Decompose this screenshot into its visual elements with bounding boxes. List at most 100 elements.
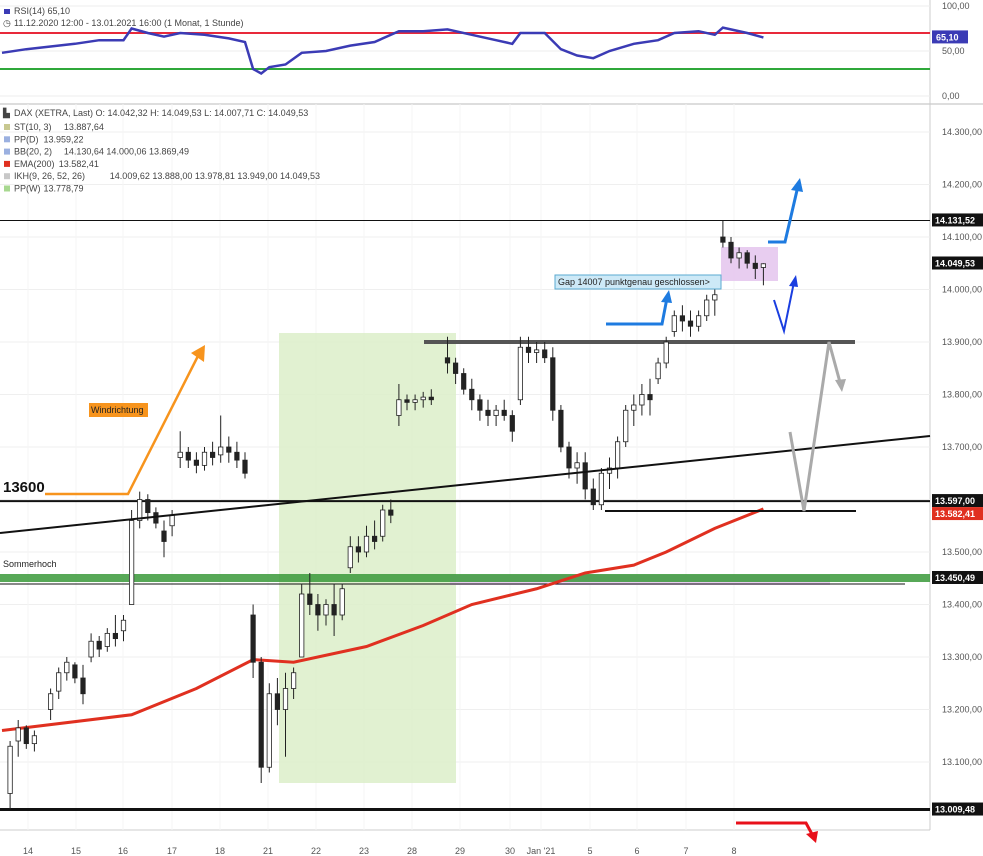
indicator-legend-name: EMA(200) <box>14 159 55 169</box>
price-tick-label: 13.200,00 <box>942 705 982 715</box>
price-tick-label: 13.900,00 <box>942 337 982 347</box>
candle <box>517 336 524 405</box>
candle <box>509 410 515 442</box>
candle <box>355 536 362 563</box>
blue-arrow-up-2 <box>768 185 800 244</box>
indicator-legend-name: ST(10, 3) <box>14 122 52 132</box>
candle <box>7 741 13 810</box>
candle <box>744 250 750 269</box>
indicator-swatch <box>4 124 10 130</box>
rsi-tick-label: 100,00 <box>942 1 970 11</box>
candle <box>258 657 264 783</box>
candle <box>461 368 467 395</box>
price-badge: 13.450,49 <box>932 570 983 584</box>
date-tick-label: 30 <box>505 846 515 856</box>
candle <box>299 583 305 658</box>
candle <box>56 667 62 699</box>
price-tick-label: 13.400,00 <box>942 600 982 610</box>
date-tick-label: 8 <box>731 846 736 856</box>
date-tick-label: 7 <box>683 846 688 856</box>
indicator-legend-name: PP(D) <box>14 134 39 144</box>
candle <box>582 452 588 500</box>
date-tick-label: 14 <box>23 846 33 856</box>
candle <box>290 667 297 699</box>
candle <box>704 294 710 321</box>
candle <box>363 525 370 558</box>
candle <box>444 336 451 374</box>
indicator-swatch <box>4 148 10 155</box>
candle <box>493 405 499 426</box>
candle <box>655 357 661 384</box>
candle <box>525 336 532 363</box>
date-tick-label: 16 <box>118 846 128 856</box>
candle <box>23 725 29 749</box>
red-arrow-down <box>736 821 815 837</box>
date-tick-label: 15 <box>71 846 81 856</box>
candle <box>250 604 256 678</box>
candle <box>161 520 167 558</box>
price-tick-label: 14.300,00 <box>942 127 982 137</box>
svg-text:13.582,41: 13.582,41 <box>935 509 975 519</box>
candle <box>598 468 605 510</box>
candle <box>234 441 240 468</box>
indicator-legend-name: BB(20, 2) <box>14 147 52 157</box>
price-tick-label: 14.000,00 <box>942 285 982 295</box>
candle <box>339 583 345 621</box>
price-tick-label: 14.200,00 <box>942 180 982 190</box>
windrichtung-arrow <box>45 351 202 496</box>
candle <box>201 447 208 471</box>
sommerhoch-label: Sommerhoch <box>3 559 57 569</box>
gap-box <box>554 274 722 290</box>
candle <box>420 391 426 408</box>
candle <box>412 394 418 411</box>
price-badge: 14.049,53 <box>932 256 983 270</box>
indicator-legend-values: 13.582,41 <box>59 159 99 169</box>
rsi-line <box>1 26 764 75</box>
candle <box>226 436 232 463</box>
instrument-icon: ▙ <box>2 107 11 119</box>
candle <box>128 510 135 605</box>
date-tick-label: Jan '21 <box>527 846 556 856</box>
candle <box>396 384 402 426</box>
candle <box>452 357 459 384</box>
indicator-legend-name: PP(W) <box>14 184 41 194</box>
trendline-ascending <box>0 435 931 534</box>
candle <box>590 478 596 510</box>
candle <box>331 583 337 636</box>
blue-v-arrow-head <box>789 275 798 287</box>
candle <box>48 688 54 720</box>
candle <box>477 394 483 421</box>
candle <box>371 520 378 550</box>
windrichtung-arrow-head <box>191 345 205 362</box>
candle <box>145 494 151 521</box>
blue-arrow-up-1 <box>606 297 669 326</box>
windrichtung-label: Windrichtung <box>91 405 144 415</box>
price-badge: 13.582,41 <box>932 507 983 521</box>
candle <box>679 305 686 332</box>
date-tick-label: 28 <box>407 846 417 856</box>
candle <box>266 683 272 773</box>
candle <box>501 399 507 421</box>
date-tick-label: 17 <box>167 846 177 856</box>
candle <box>347 536 353 573</box>
svg-text:65,10: 65,10 <box>936 32 959 42</box>
indicator-legend-values: 13.959,22 <box>44 134 84 144</box>
candle <box>720 220 726 248</box>
level-13600-label: 13600 <box>3 479 45 496</box>
blue-v-arrow <box>773 281 795 335</box>
rsi-tick-label: 0,00 <box>942 91 960 101</box>
candle <box>687 310 694 337</box>
candle <box>760 263 767 286</box>
ema200-line <box>1 507 764 732</box>
candle <box>274 678 281 726</box>
price-badge: 14.131,52 <box>932 213 983 227</box>
candle <box>209 441 216 466</box>
candle <box>323 599 329 626</box>
indicator-legend-name: IKH(9, 26, 52, 26) <box>14 171 85 181</box>
candle <box>80 664 86 705</box>
price-tick-label: 13.300,00 <box>942 652 982 662</box>
candle <box>72 662 78 684</box>
candle <box>96 636 102 657</box>
price-tick-label: 14.100,00 <box>942 232 982 242</box>
